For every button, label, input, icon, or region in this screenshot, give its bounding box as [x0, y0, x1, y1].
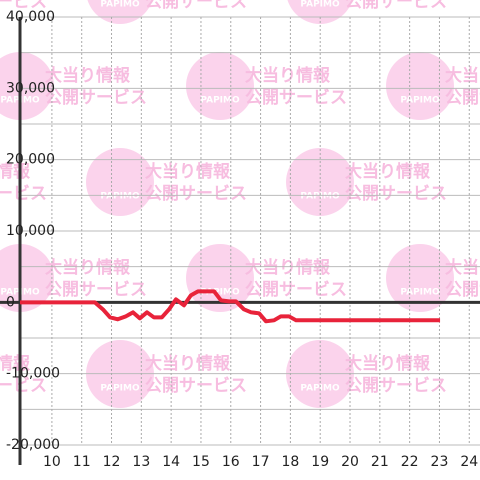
- watermark-text: 公開サービス: [345, 0, 447, 12]
- watermark-text: 公開サービス: [245, 88, 347, 108]
- watermark-logo-text: PAPIMO: [100, 192, 140, 202]
- y-tick-label: -10,000: [6, 366, 60, 382]
- watermark-text: 大当り情報: [145, 353, 231, 374]
- watermark-text: 大当り情報: [445, 257, 480, 278]
- watermark-logo-text: PAPIMO: [300, 0, 340, 10]
- watermark-text: 大当り情報: [45, 65, 131, 86]
- y-tick-label: 0: [6, 294, 15, 310]
- watermark-logo: [0, 244, 54, 312]
- x-tick-label: 22: [401, 454, 419, 470]
- watermark-logo-text: PAPIMO: [100, 384, 140, 394]
- x-tick-label: 19: [311, 454, 329, 470]
- watermark-logo: [386, 52, 454, 120]
- watermark-text: 公開サービス: [445, 88, 480, 108]
- series-line: [20, 289, 441, 324]
- watermark-text: 公開サービス: [145, 184, 247, 204]
- watermark-logo-text: PAPIMO: [200, 96, 240, 106]
- watermark-logo-text: PAPIMO: [400, 288, 440, 298]
- watermark-logo: [87, 0, 153, 24]
- x-tick-label: 16: [222, 454, 240, 470]
- x-tick-label: 23: [431, 454, 449, 470]
- watermark-logo: [86, 148, 154, 216]
- watermark: PAPIMO大当り情報公開サービスPAPIMO大当り情報公開サービスPAPIMO…: [0, 0, 480, 408]
- x-tick-label: 12: [103, 454, 121, 470]
- watermark-logo: [186, 52, 254, 120]
- x-tick-label: 20: [341, 454, 359, 470]
- watermark-text: 大当り情報: [45, 257, 131, 278]
- y-tick-label: 40,000: [6, 9, 55, 25]
- watermark-logo-text: PAPIMO: [200, 288, 240, 298]
- watermark-text: 公開サービス: [245, 280, 347, 300]
- x-tick-label: 15: [192, 454, 210, 470]
- watermark-text: 公開サービス: [345, 184, 447, 204]
- watermark-text: 公開サービス: [145, 376, 247, 396]
- watermark-logo: [287, 0, 353, 24]
- watermark-text: 公開サービス: [0, 376, 47, 396]
- watermark-text: 公開サービス: [45, 88, 147, 108]
- x-tick-label: 17: [252, 454, 270, 470]
- y-tick-label: 20,000: [6, 152, 55, 168]
- y-tick-label: 30,000: [6, 80, 55, 96]
- watermark-text: 大当り情報: [345, 161, 431, 182]
- watermark-logo: [186, 244, 254, 312]
- watermark-text: 大当り情報: [0, 353, 31, 374]
- watermark-logo-text: PAPIMO: [300, 192, 340, 202]
- watermark-text: 大当り情報: [445, 65, 480, 86]
- x-tick-label: 13: [132, 454, 150, 470]
- x-tick-label: 14: [162, 454, 180, 470]
- x-tick-label: 10: [43, 454, 61, 470]
- watermark-logo: [386, 244, 454, 312]
- x-tick-label: 18: [281, 454, 299, 470]
- x-tick-label: 21: [371, 454, 389, 470]
- watermark-text: 公開サービス: [45, 280, 147, 300]
- watermark-logo-text: PAPIMO: [100, 0, 140, 10]
- y-tick-label: 10,000: [6, 223, 55, 239]
- watermark-text: 公開サービス: [0, 184, 47, 204]
- watermark-text: 大当り情報: [345, 353, 431, 374]
- watermark-text: 公開サービス: [345, 376, 447, 396]
- watermark-text: 公開サービス: [145, 0, 247, 12]
- watermark-text: 大当り情報: [245, 257, 331, 278]
- y-tick-label: -20,000: [6, 437, 60, 453]
- watermark-text: 公開サービス: [445, 280, 480, 300]
- watermark-text: 大当り情報: [145, 161, 231, 182]
- watermark-text: 公開サービス: [0, 0, 47, 12]
- x-tick-label: 11: [73, 454, 91, 470]
- watermark-logo-text: PAPIMO: [300, 384, 340, 394]
- x-tick-label: 24: [460, 454, 478, 470]
- watermark-text: 大当り情報: [245, 65, 331, 86]
- watermark-logo: [0, 52, 54, 120]
- watermark-text: 大当り情報: [0, 161, 31, 182]
- watermark-logo-text: PAPIMO: [400, 96, 440, 106]
